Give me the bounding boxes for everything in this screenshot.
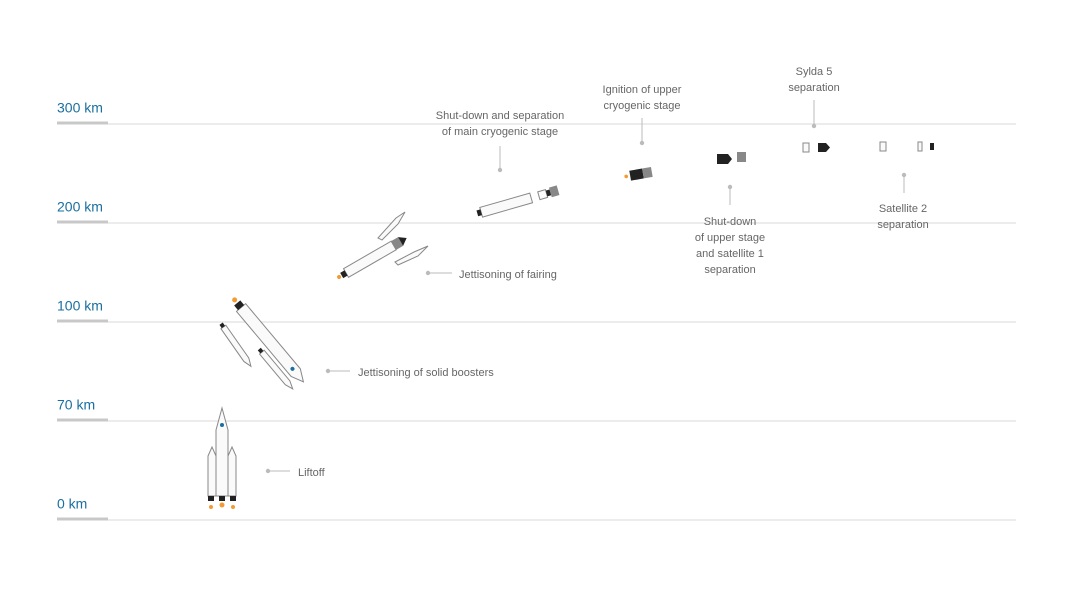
leader-dot xyxy=(811,123,817,129)
altitude-label: 70 km xyxy=(57,397,95,413)
annotation-text: Shut-down and separation xyxy=(436,110,564,122)
sylda xyxy=(879,141,887,152)
upper-stage-ignition xyxy=(624,166,653,181)
flame xyxy=(219,502,225,508)
satellite-2 xyxy=(917,141,923,152)
annotation-text: Jettisoning of solid boosters xyxy=(358,367,494,379)
annotation-text: separation xyxy=(704,264,755,276)
leader-dot xyxy=(497,167,503,173)
booster-right xyxy=(257,347,294,391)
annotation-text: of main cryogenic stage xyxy=(442,126,558,138)
upper-stage xyxy=(717,154,732,164)
nozzle xyxy=(230,496,236,501)
flame xyxy=(231,505,235,509)
booster xyxy=(227,445,237,497)
booster xyxy=(207,445,217,497)
nozzle xyxy=(340,270,348,279)
engine xyxy=(545,189,552,197)
payload xyxy=(642,166,653,179)
altitude-label: 300 km xyxy=(57,100,103,116)
upper-stage xyxy=(548,185,560,198)
annotation-text: separation xyxy=(788,82,839,94)
core-stage xyxy=(342,240,397,279)
flame xyxy=(209,505,213,509)
annotation-text: Sylda 5 xyxy=(796,66,833,78)
nozzle xyxy=(208,496,214,501)
flame xyxy=(624,174,629,179)
rocket-liftoff xyxy=(207,406,237,509)
annotation-text: Ignition of upper xyxy=(603,84,682,96)
nozzle xyxy=(219,322,226,329)
altitude-label: 100 km xyxy=(57,298,103,314)
altitude-label: 0 km xyxy=(57,496,87,512)
leader-dot xyxy=(639,140,645,146)
rocket-boosters xyxy=(232,297,305,383)
annotation-text: of upper stage xyxy=(695,232,765,244)
leader-dot xyxy=(265,468,271,474)
payload xyxy=(398,237,407,246)
upper-stage xyxy=(930,143,934,150)
satellite-1 xyxy=(737,152,746,162)
flame xyxy=(232,297,238,303)
fairing-half xyxy=(377,211,406,241)
fairing-half xyxy=(394,245,429,266)
rocket-main-separation xyxy=(476,185,560,218)
nozzle xyxy=(219,496,225,501)
annotation-text: Liftoff xyxy=(298,467,326,479)
booster-left xyxy=(219,322,252,368)
flame xyxy=(337,275,342,279)
core-stage xyxy=(235,302,305,383)
core-stage xyxy=(479,192,534,218)
annotations: Shut-down and separation of main cryogeni… xyxy=(265,66,929,479)
leader-dot xyxy=(901,172,907,178)
logo xyxy=(290,366,295,371)
nozzle xyxy=(234,300,245,311)
leader-dot xyxy=(425,270,431,276)
leader-dot xyxy=(727,184,733,190)
upper-stage xyxy=(818,143,830,152)
annotation-text: Jettisoning of fairing xyxy=(459,269,557,281)
upper-stage xyxy=(391,237,404,250)
annotation-text: cryogenic stage xyxy=(603,100,680,112)
sylda xyxy=(802,142,810,153)
annotation-text: separation xyxy=(877,219,928,231)
annotation-text: Shut-down xyxy=(704,216,757,228)
logo xyxy=(220,423,224,427)
annotation-text: and satellite 1 xyxy=(696,248,764,260)
upper-stage xyxy=(629,168,644,181)
annotation-text: Satellite 2 xyxy=(879,203,927,215)
nozzle xyxy=(257,347,264,354)
rocket-fairing xyxy=(337,237,407,279)
nozzle xyxy=(476,209,482,217)
altitude-levels: 300 km 200 km 100 km 70 km 0 km xyxy=(57,100,1016,521)
booster xyxy=(220,324,252,368)
booster xyxy=(258,349,294,391)
altitude-label: 200 km xyxy=(57,199,103,215)
leader-dot xyxy=(325,368,331,374)
